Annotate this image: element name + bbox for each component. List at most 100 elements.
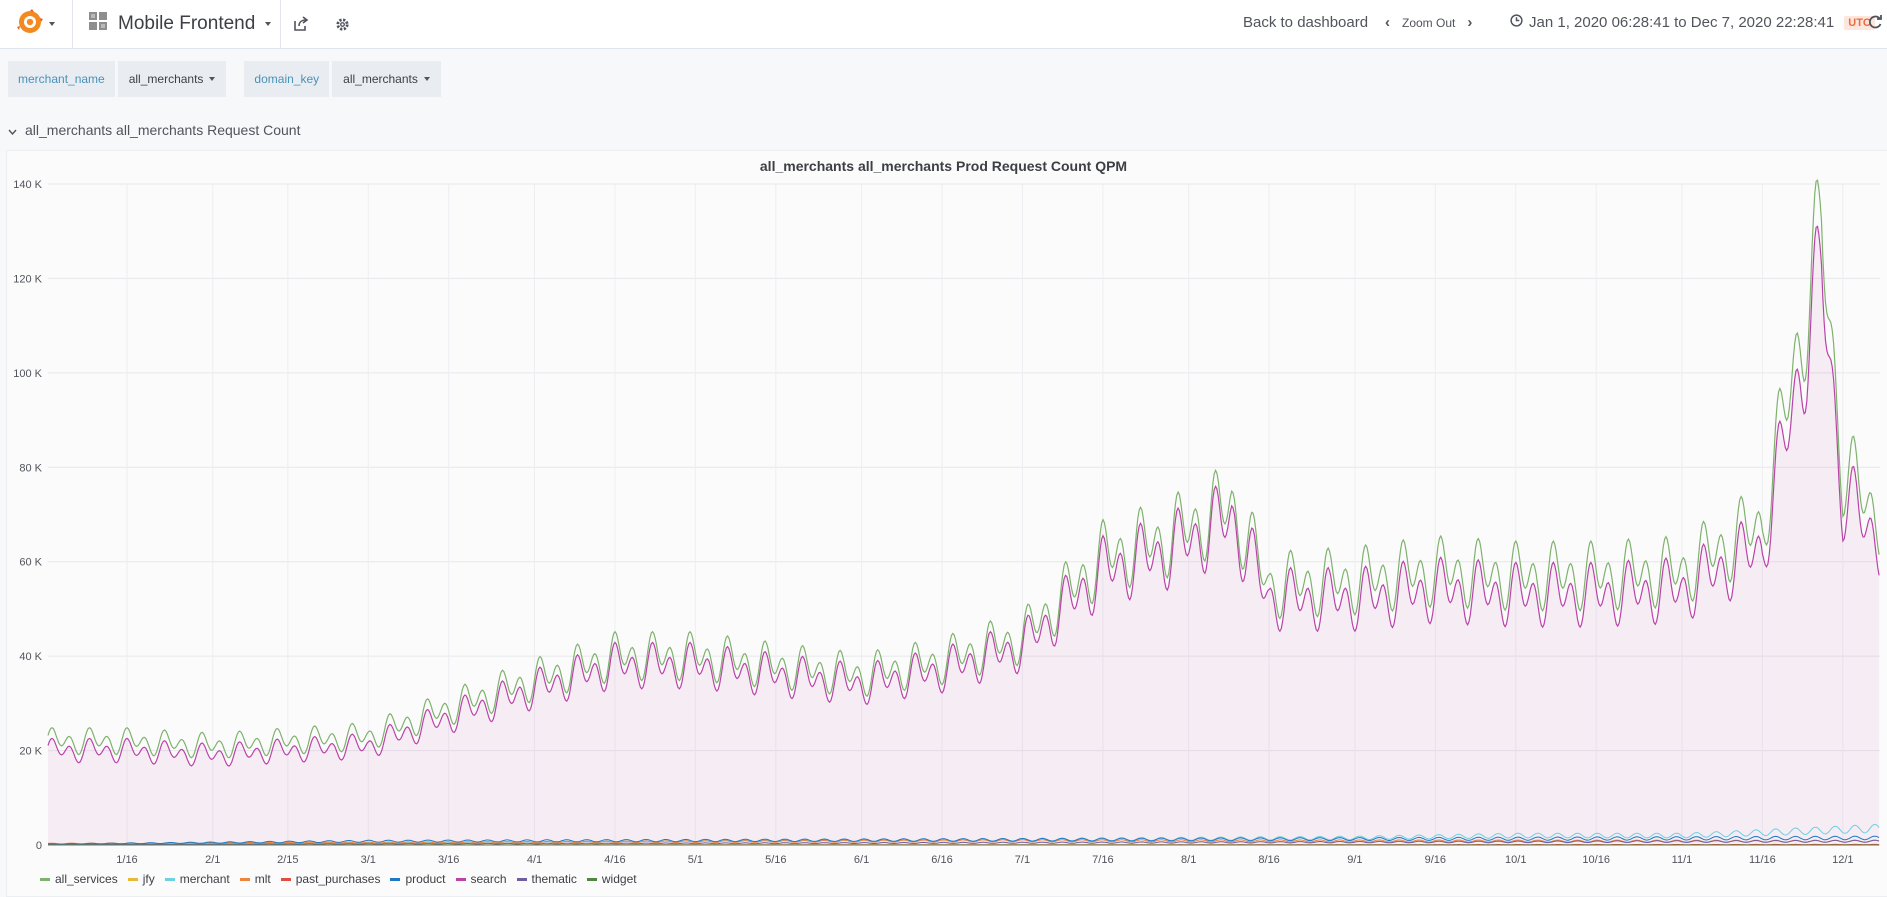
x-tick-label: 12/1 — [1832, 854, 1853, 866]
legend-swatch — [40, 877, 50, 881]
y-tick-label: 60 K — [19, 557, 42, 569]
legend-item-search[interactable]: search — [455, 872, 507, 886]
dashboard-picker[interactable]: Mobile Frontend — [88, 0, 272, 48]
legend-swatch — [586, 877, 597, 881]
x-tick-label: 2/15 — [277, 854, 298, 866]
x-tick-label: 7/16 — [1092, 854, 1113, 866]
refresh-icon[interactable] — [1867, 14, 1883, 35]
legend-swatch — [455, 877, 466, 881]
variable-dropdown[interactable]: all_merchants — [117, 61, 227, 97]
chevron-left-icon[interactable]: ‹ — [1385, 14, 1390, 31]
series-line-mlt — [47, 839, 1880, 845]
x-tick-label: 4/16 — [604, 854, 625, 866]
x-tick-label: 8/1 — [1181, 854, 1196, 866]
series-line-thematic — [47, 839, 1880, 846]
x-tick-label: 6/16 — [931, 854, 952, 866]
legend-item-merchant[interactable]: merchant — [164, 872, 230, 886]
series-area-search — [48, 226, 1880, 846]
legend-swatch — [280, 877, 291, 881]
y-tick-label: 20 K — [19, 746, 42, 758]
legend-label: search — [470, 872, 507, 886]
y-tick-label: 100 K — [13, 368, 42, 380]
divider — [280, 0, 281, 48]
legend-swatch — [390, 877, 401, 881]
series-line-product — [47, 835, 1880, 845]
legend-item-product[interactable]: product — [390, 872, 446, 886]
row-title: all_merchants all_merchants Request Coun… — [25, 122, 301, 138]
series-line-all_services — [47, 179, 1880, 759]
x-tick-label: 9/16 — [1425, 854, 1446, 866]
chevron-down-icon — [209, 77, 216, 81]
legend-label: thematic — [531, 872, 577, 886]
legend-label: mlt — [254, 872, 271, 886]
x-tick-label: 1/16 — [116, 854, 137, 866]
back-to-dashboard-link[interactable]: Back to dashboard — [1243, 14, 1369, 31]
legend-label: jfy — [142, 872, 155, 886]
chart-legend: all_services jfy merchant mlt past_purchases… — [40, 872, 637, 886]
x-tick-label: 5/1 — [688, 854, 703, 866]
legend-item-past_purchases[interactable]: past_purchases — [280, 872, 381, 886]
legend-swatch — [239, 877, 250, 881]
variable-value: all_merchants — [343, 72, 418, 86]
share-icon[interactable] — [290, 13, 312, 35]
variable-label: merchant_name — [8, 61, 115, 97]
top-navbar: Mobile Frontend Back to dashboard ‹ Zoom… — [0, 0, 1887, 49]
y-tick-label: 40 K — [19, 651, 42, 663]
x-tick-label: 10/16 — [1582, 854, 1610, 866]
x-tick-label: 7/1 — [1015, 854, 1030, 866]
row-toggle[interactable]: all_merchants all_merchants Request Coun… — [8, 122, 300, 138]
legend-label: merchant — [179, 872, 230, 886]
chevron-right-icon[interactable]: › — [1467, 14, 1473, 31]
chevron-down-icon — [49, 22, 55, 26]
y-tick-label: 120 K — [13, 273, 42, 285]
dashboard-title: Mobile Frontend — [118, 13, 256, 34]
x-tick-label: 3/1 — [361, 854, 376, 866]
x-tick-label: 10/1 — [1505, 854, 1526, 866]
legend-swatch — [164, 877, 175, 881]
legend-swatch — [127, 877, 138, 881]
legend-item-all_services[interactable]: all_services — [40, 872, 118, 886]
time-range-text: Jan 1, 2020 06:28:41 to Dec 7, 2020 22:2… — [1529, 14, 1835, 31]
chevron-down-icon — [8, 122, 17, 138]
variable-dropdown[interactable]: all_merchants — [332, 61, 441, 97]
template-variables: merchant_name all_merchants domain_key a… — [8, 61, 459, 97]
legend-item-jfy[interactable]: jfy — [127, 872, 155, 886]
zoom-controls: ‹ Zoom Out › — [1385, 14, 1472, 31]
x-tick-label: 8/16 — [1258, 854, 1279, 866]
x-tick-label: 11/16 — [1749, 854, 1776, 866]
legend-item-thematic[interactable]: thematic — [516, 872, 577, 886]
time-range-picker[interactable]: Jan 1, 2020 06:28:41 to Dec 7, 2020 22:2… — [1510, 14, 1875, 31]
gear-icon[interactable] — [331, 13, 353, 35]
legend-label: past_purchases — [295, 872, 381, 886]
clock-icon — [1510, 14, 1523, 31]
chevron-down-icon — [265, 22, 272, 26]
legend-label: all_services — [55, 872, 118, 886]
legend-swatch — [516, 877, 527, 881]
x-tick-label: 4/1 — [527, 854, 542, 866]
x-tick-label: 9/1 — [1347, 854, 1362, 866]
graph-panel[interactable] — [6, 150, 1887, 897]
legend-item-mlt[interactable]: mlt — [239, 872, 271, 886]
grafana-logo-icon — [17, 8, 43, 40]
dashboard-grid-icon — [88, 11, 108, 37]
legend-label: product — [405, 872, 446, 886]
legend-item-widget[interactable]: widget — [586, 872, 637, 886]
variable-label: domain_key — [244, 61, 330, 97]
legend-label: widget — [601, 872, 637, 886]
y-tick-label: 80 K — [19, 462, 42, 474]
chevron-down-icon — [423, 77, 430, 81]
x-tick-label: 3/16 — [438, 854, 459, 866]
x-tick-label: 5/16 — [765, 854, 786, 866]
x-tick-label: 6/1 — [854, 854, 869, 866]
x-tick-label: 2/1 — [205, 854, 220, 866]
panel-title[interactable]: all_merchants all_merchants Prod Request… — [759, 158, 1128, 174]
series-line-search — [47, 225, 1880, 767]
timezone-badge: UTC — [1844, 15, 1875, 30]
x-tick-label: 11/1 — [1672, 854, 1693, 866]
variable-value: all_merchants — [128, 72, 204, 86]
zoom-out-button[interactable]: Zoom Out — [1402, 15, 1456, 30]
grafana-menu-button[interactable] — [0, 0, 73, 48]
y-tick-label: 140 K — [13, 179, 42, 191]
y-tick-label: 0 — [36, 840, 42, 852]
